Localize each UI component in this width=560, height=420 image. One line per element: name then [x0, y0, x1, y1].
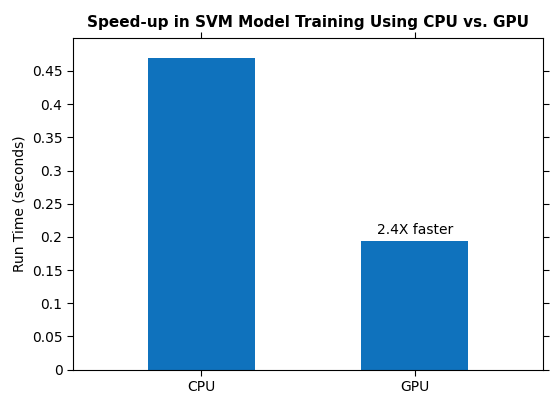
Text: 2.4X faster: 2.4X faster — [377, 223, 453, 237]
Y-axis label: Run Time (seconds): Run Time (seconds) — [12, 135, 26, 272]
Title: Speed-up in SVM Model Training Using CPU vs. GPU: Speed-up in SVM Model Training Using CPU… — [87, 15, 529, 30]
Bar — [361, 241, 468, 370]
Bar — [148, 58, 255, 370]
